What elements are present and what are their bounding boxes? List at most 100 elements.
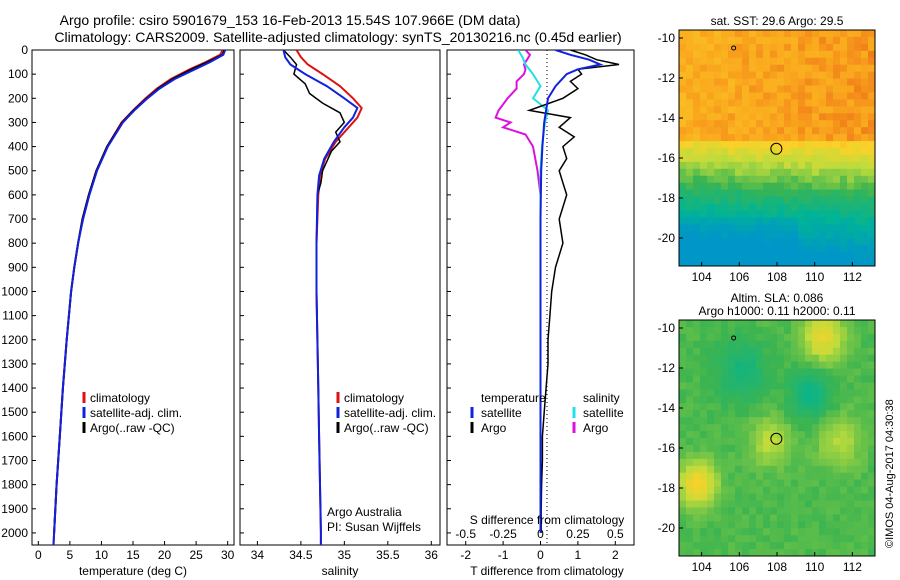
heatmap-cell [770,175,778,184]
heatmap-cell [840,347,848,356]
heatmap-cell [728,148,736,156]
heatmap-cell [847,354,855,363]
heatmap-cell [854,134,862,142]
heatmap-cell [854,106,862,114]
heatmap-cell [700,148,708,156]
heatmap-cell [826,528,834,536]
heatmap-cell [861,30,869,38]
heatmap-cell [721,252,729,260]
heatmap-cell [840,50,848,59]
heatmap-cell [861,92,869,100]
heatmap-cell [798,465,806,474]
heatmap-cell [847,231,855,239]
heatmap-cell [679,64,687,73]
heatmap-cell [721,64,729,73]
latitude-tick-label: -10 [658,31,676,45]
heatmap-cell [798,528,806,536]
heatmap-cell [791,148,799,156]
heatmap-cell [805,368,813,377]
heatmap-cell [861,148,869,156]
heatmap-cell [819,458,827,467]
heatmap-cell [784,36,792,45]
heatmap-cell [693,210,701,218]
heatmap-cell [784,368,792,377]
heatmap-cell [679,189,687,198]
heatmap-cell [763,113,771,121]
heatmap-cell [770,444,778,453]
heatmap-cell [756,458,764,467]
temperature-x-label: temperature (deg C) [79,564,187,578]
heatmap-cell [798,493,806,501]
heatmap-cell [840,368,848,377]
heatmap-cell [728,431,736,439]
heatmap-cell [728,106,736,114]
heatmap-cell [735,368,743,377]
heatmap-cell [826,120,834,128]
heatmap-cell [721,203,729,211]
heatmap-cell [868,431,875,439]
heatmap-cell [728,549,736,556]
heatmap-cell [763,438,771,446]
heatmap-cell [847,486,855,495]
heatmap-cell [735,528,743,536]
heatmap-cell [861,340,869,349]
heatmap-cell [735,224,743,232]
heatmap-cell [833,36,841,45]
heatmap-cell [868,403,875,411]
longitude-tick-label: 106 [729,560,749,574]
heatmap-cell [679,245,687,253]
heatmap-cell [686,472,694,481]
heatmap-cell [721,458,729,467]
heatmap-cell [777,168,785,177]
heatmap-cell [714,196,722,205]
heatmap-cell [686,99,694,107]
heatmap-cell [742,182,750,191]
heatmap-cell [784,528,792,536]
heatmap-cell [777,451,785,460]
heatmap-cell [700,368,708,377]
heatmap-cell [742,542,750,550]
heatmap-cell [728,535,736,543]
heatmap-cell [749,245,757,253]
heatmap-cell [714,389,722,397]
heatmap-cell [812,92,820,100]
heatmap-cell [861,382,869,390]
heatmap-cell [812,50,820,59]
heatmap-cell [826,431,834,439]
heatmap-cell [840,424,848,432]
heatmap-cell [742,245,750,253]
heatmap-cell [826,507,834,515]
heatmap-cell [707,500,715,508]
heatmap-cell [854,43,862,52]
heatmap-cell [798,514,806,522]
heatmap-cell [805,535,813,543]
heatmap-cell [805,259,813,266]
heatmap-cell [763,382,771,390]
heatmap-cell [770,106,778,114]
heatmap-cell [728,500,736,508]
heatmap-cell [847,424,855,432]
heatmap-cell [861,389,869,397]
heatmap-cell [798,217,806,225]
heatmap-cell [686,382,694,390]
heatmap-cell [735,120,743,128]
heatmap-cell [798,458,806,467]
heatmap-cell [826,486,834,495]
heatmap-cell [791,252,799,260]
heatmap-cell [770,154,778,163]
heatmap-cell [714,354,722,363]
heatmap-cell [742,521,750,529]
heatmap-cell [714,320,722,328]
heatmap-cell [721,514,729,522]
heatmap-cell [833,203,841,211]
heatmap-cell [791,486,799,495]
heatmap-cell [763,403,771,411]
heatmap-cell [707,410,715,418]
heatmap-cell [798,168,806,177]
heatmap-cell [833,465,841,474]
heatmap-cell [784,479,792,488]
heatmap-cell [777,472,785,481]
heatmap-cell [728,320,736,328]
heatmap-cell [777,238,785,246]
heatmap-cell [840,148,848,156]
